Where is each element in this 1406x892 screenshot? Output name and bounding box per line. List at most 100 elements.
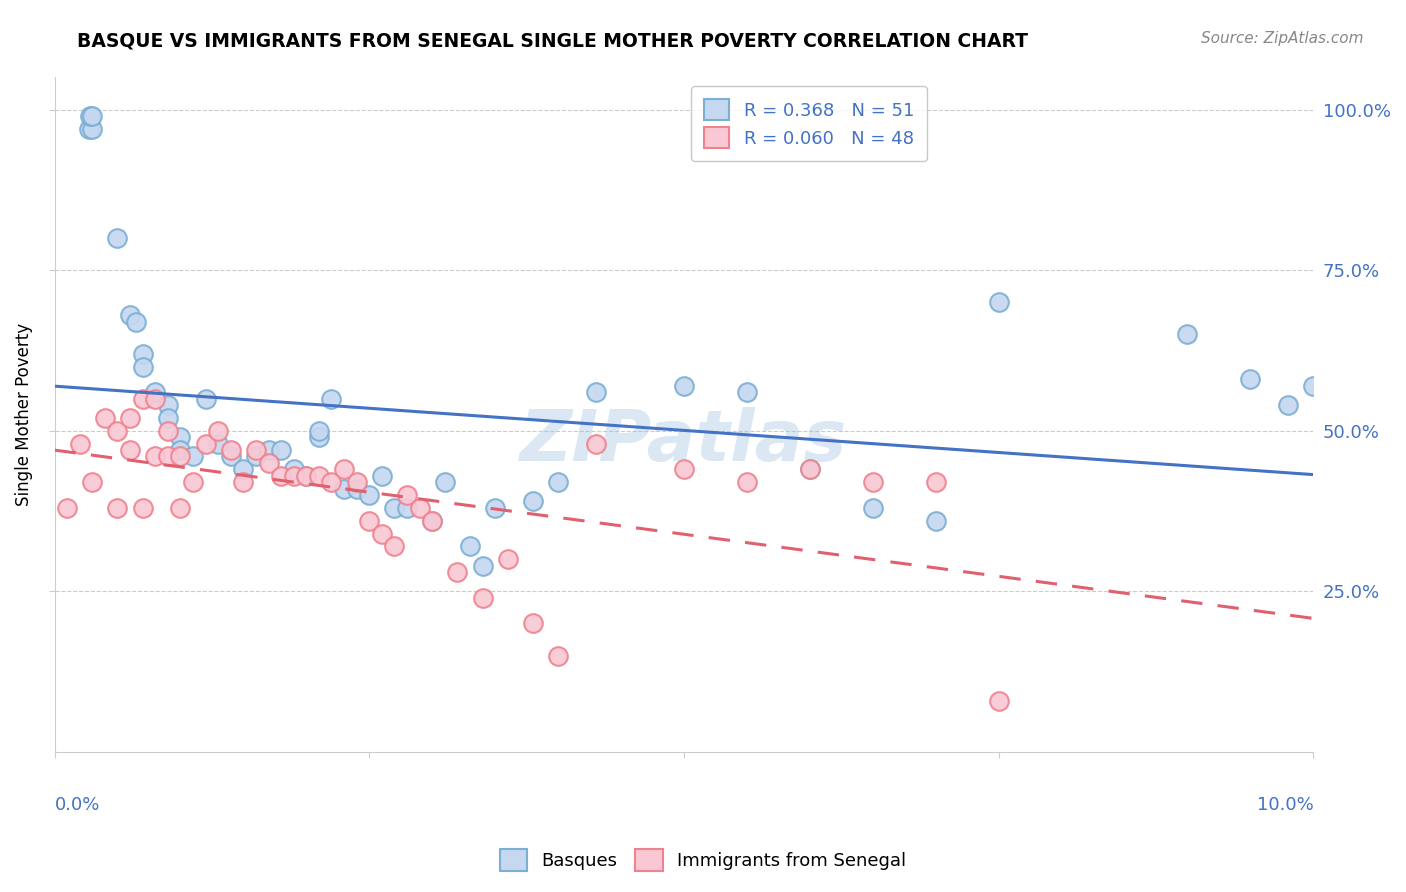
Point <box>245 450 267 464</box>
Text: BASQUE VS IMMIGRANTS FROM SENEGAL SINGLE MOTHER POVERTY CORRELATION CHART: BASQUE VS IMMIGRANTS FROM SENEGAL SINGLE… <box>77 31 1028 50</box>
Point <box>458 540 481 554</box>
Point <box>522 616 544 631</box>
Point <box>384 540 406 554</box>
Point <box>283 462 305 476</box>
Point <box>585 436 607 450</box>
Point <box>118 308 141 322</box>
Point <box>181 450 204 464</box>
Point <box>207 424 229 438</box>
Point <box>924 475 946 489</box>
Point <box>308 468 330 483</box>
Point <box>420 514 443 528</box>
Point <box>169 450 191 464</box>
Point <box>1177 327 1199 342</box>
Point <box>194 392 217 406</box>
Point <box>169 500 191 515</box>
Point <box>245 442 267 457</box>
Point <box>420 514 443 528</box>
Point <box>107 500 129 515</box>
Point <box>77 121 100 136</box>
Point <box>446 565 468 579</box>
Text: 0.0%: 0.0% <box>55 796 100 814</box>
Point <box>987 295 1010 310</box>
Point <box>56 500 79 515</box>
Point <box>547 475 569 489</box>
Point <box>257 442 280 457</box>
Point <box>143 450 166 464</box>
Point <box>346 475 368 489</box>
Point <box>395 488 418 502</box>
Point <box>522 494 544 508</box>
Point <box>69 436 91 450</box>
Point <box>156 424 179 438</box>
Point <box>169 430 191 444</box>
Point <box>371 468 394 483</box>
Point <box>799 462 821 476</box>
Point <box>270 468 292 483</box>
Point <box>484 500 506 515</box>
Point <box>672 378 695 392</box>
Point <box>395 500 418 515</box>
Point <box>471 558 494 573</box>
Point <box>131 346 153 360</box>
Point <box>496 552 519 566</box>
Point <box>987 693 1010 707</box>
Point <box>207 436 229 450</box>
Point <box>131 500 153 515</box>
Point <box>194 436 217 450</box>
Point <box>735 475 758 489</box>
Text: ZIPatlas: ZIPatlas <box>520 407 848 476</box>
Point <box>862 475 884 489</box>
Point <box>547 648 569 663</box>
Point <box>283 468 305 483</box>
Y-axis label: Single Mother Poverty: Single Mother Poverty <box>15 323 32 507</box>
Point <box>359 488 381 502</box>
Point <box>94 410 117 425</box>
Point <box>118 442 141 457</box>
Point <box>219 442 242 457</box>
Point <box>131 392 153 406</box>
Point <box>270 442 292 457</box>
Point <box>408 500 430 515</box>
Point <box>169 442 191 457</box>
Point <box>181 475 204 489</box>
Point <box>924 514 946 528</box>
Point <box>156 398 179 412</box>
Point <box>156 450 179 464</box>
Text: Source: ZipAtlas.com: Source: ZipAtlas.com <box>1201 31 1364 46</box>
Point <box>82 109 104 123</box>
Point <box>359 514 381 528</box>
Point <box>79 109 101 123</box>
Point <box>1277 398 1299 412</box>
Point <box>384 500 406 515</box>
Point <box>1239 372 1261 386</box>
Point <box>735 385 758 400</box>
Point <box>295 468 318 483</box>
Point <box>143 385 166 400</box>
Point <box>321 475 343 489</box>
Point <box>346 482 368 496</box>
Point <box>799 462 821 476</box>
Point <box>143 392 166 406</box>
Point <box>333 462 356 476</box>
Point <box>471 591 494 605</box>
Text: 10.0%: 10.0% <box>1257 796 1313 814</box>
Point <box>232 462 254 476</box>
Point <box>82 475 104 489</box>
Point <box>125 314 148 328</box>
Point <box>219 450 242 464</box>
Point <box>232 475 254 489</box>
Point <box>118 410 141 425</box>
Point <box>107 231 129 245</box>
Point <box>308 424 330 438</box>
Point <box>862 500 884 515</box>
Point <box>585 385 607 400</box>
Point <box>308 430 330 444</box>
Point <box>257 456 280 470</box>
Point <box>371 526 394 541</box>
Legend: Basques, Immigrants from Senegal: Basques, Immigrants from Senegal <box>492 842 914 879</box>
Point <box>433 475 456 489</box>
Point <box>295 468 318 483</box>
Point <box>1302 378 1324 392</box>
Point <box>131 359 153 374</box>
